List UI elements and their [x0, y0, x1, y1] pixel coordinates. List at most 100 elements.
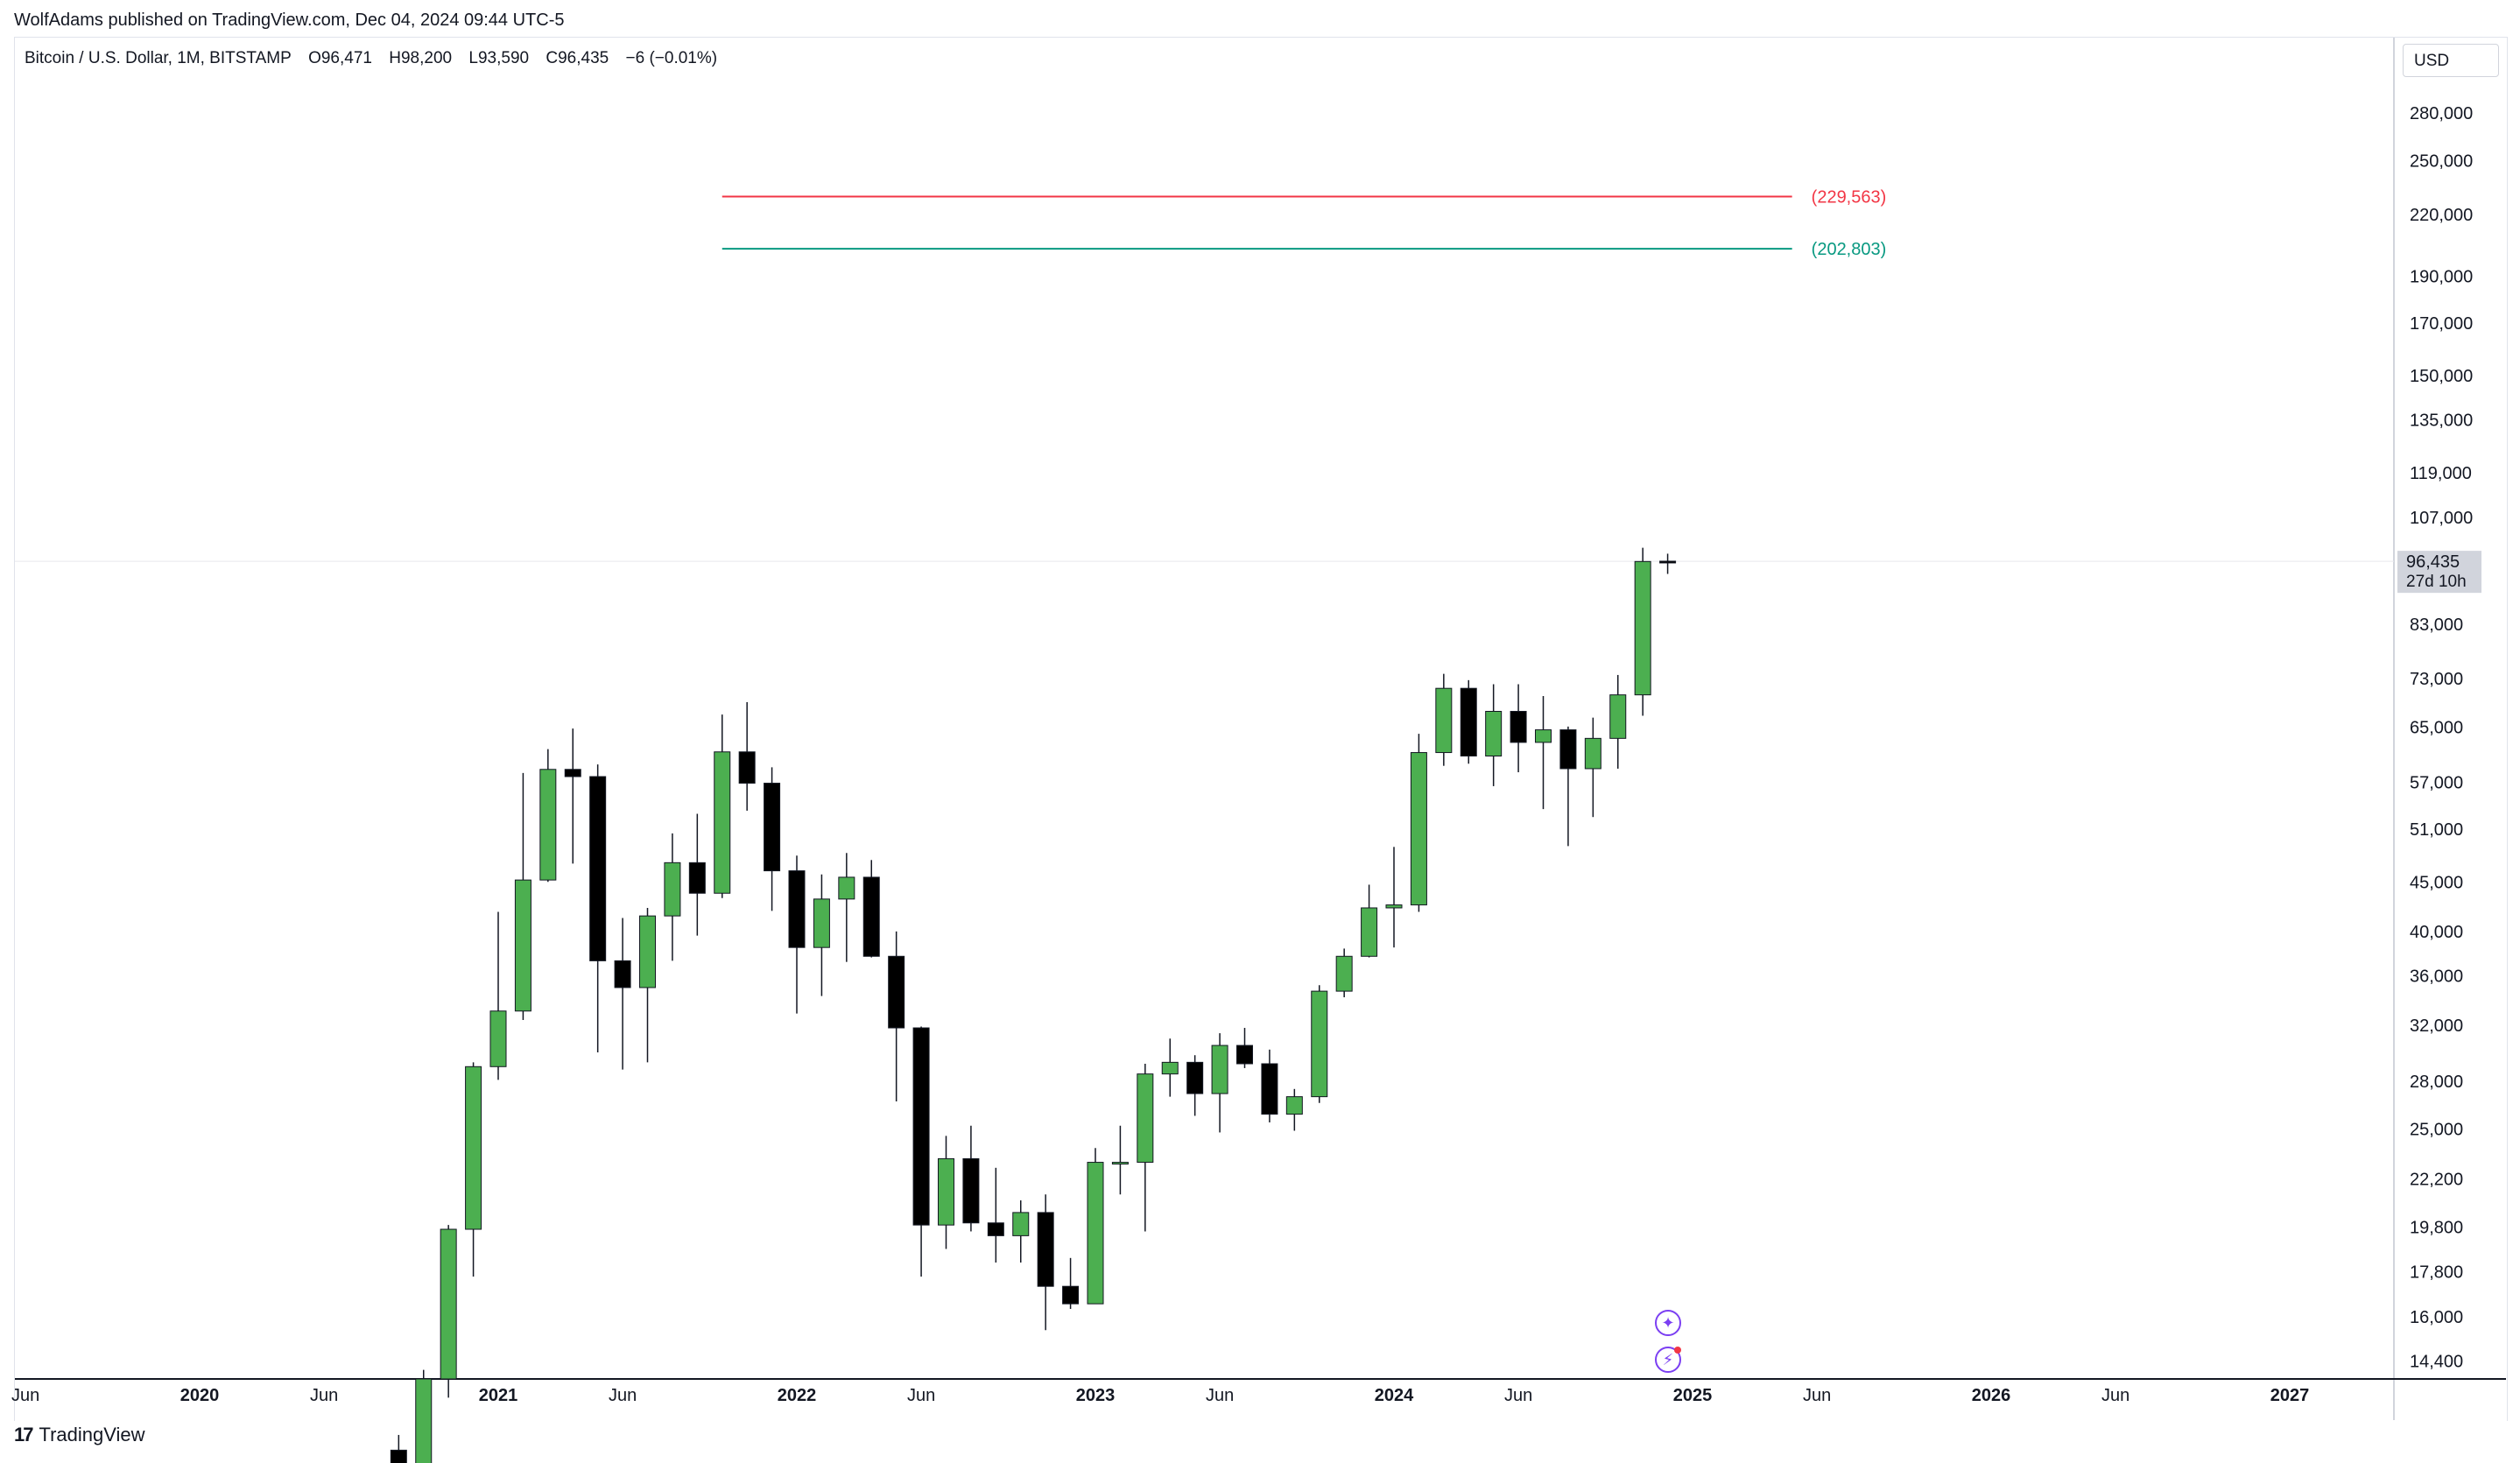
- y-tick-label: 17,800: [2410, 1263, 2463, 1283]
- candle-body[interactable]: [962, 1157, 980, 1224]
- candle-body[interactable]: [514, 879, 531, 1012]
- candle-body[interactable]: [1111, 1162, 1129, 1165]
- publisher-header: WolfAdams published on TradingView.com, …: [14, 11, 565, 30]
- candle-body[interactable]: [1062, 1285, 1080, 1305]
- candle-body[interactable]: [1137, 1073, 1154, 1164]
- candle-body[interactable]: [1559, 729, 1577, 770]
- close-label: C: [546, 49, 559, 67]
- y-tick-label: 250,000: [2410, 152, 2473, 172]
- y-tick-label: 107,000: [2410, 509, 2473, 528]
- symbol-legend: Bitcoin / U.S. Dollar, 1M, BITSTAMP O96,…: [25, 49, 717, 68]
- y-tick-label: 14,400: [2410, 1353, 2463, 1372]
- candle-body[interactable]: [938, 1157, 954, 1226]
- candle-body[interactable]: [1335, 955, 1353, 992]
- open-label: O: [308, 49, 321, 67]
- candle-body[interactable]: [1535, 729, 1552, 743]
- candle-body[interactable]: [1659, 560, 1677, 564]
- candle-body[interactable]: [1385, 904, 1403, 909]
- y-tick-label: 73,000: [2410, 670, 2463, 689]
- chart-pane[interactable]: [14, 37, 2508, 1421]
- candle-body[interactable]: [614, 960, 631, 988]
- x-tick-label: Jun: [2101, 1386, 2129, 1405]
- x-tick-label: 2023: [1076, 1386, 1116, 1405]
- y-tick-label: 135,000: [2410, 411, 2473, 431]
- candle-body[interactable]: [1186, 1061, 1204, 1094]
- y-tick-label: 36,000: [2410, 967, 2463, 986]
- open-value: 96,471: [320, 49, 372, 67]
- candle-body[interactable]: [1285, 1096, 1303, 1115]
- high-value: 98,200: [400, 49, 453, 67]
- candle-body[interactable]: [1584, 737, 1601, 770]
- candle-body[interactable]: [639, 915, 656, 988]
- candle-body[interactable]: [1087, 1162, 1104, 1305]
- candle-body[interactable]: [1361, 907, 1378, 957]
- candle-body[interactable]: [1161, 1061, 1179, 1075]
- last-price-countdown: 27d 10h: [2406, 573, 2467, 591]
- candle-body[interactable]: [888, 955, 905, 1029]
- candle-body[interactable]: [664, 862, 681, 917]
- x-tick-label: 2027: [2270, 1386, 2310, 1405]
- close-value: 96,435: [558, 49, 609, 67]
- candle-body[interactable]: [987, 1222, 1004, 1236]
- candle-body[interactable]: [1634, 560, 1651, 696]
- x-tick-label: 2026: [1972, 1386, 2011, 1405]
- candle-body[interactable]: [415, 1378, 433, 1463]
- y-tick-label: 28,000: [2410, 1073, 2463, 1092]
- candle-body[interactable]: [1261, 1063, 1278, 1115]
- x-tick-label: 2022: [778, 1386, 817, 1405]
- y-tick-label: 150,000: [2410, 367, 2473, 386]
- candle-body[interactable]: [465, 1066, 482, 1230]
- candle-body[interactable]: [1510, 710, 1527, 743]
- y-tick-label: 45,000: [2410, 873, 2463, 892]
- currency-selector[interactable]: USD: [2403, 44, 2499, 77]
- y-tick-label: 57,000: [2410, 774, 2463, 793]
- x-tick-label: 2024: [1375, 1386, 1414, 1405]
- candle-body[interactable]: [838, 876, 855, 900]
- horizontal-level-label: (202,803): [1812, 240, 1887, 259]
- x-tick-label: Jun: [907, 1386, 935, 1405]
- candle-body[interactable]: [1211, 1044, 1228, 1094]
- candle-body[interactable]: [738, 751, 756, 784]
- candle-body[interactable]: [1485, 710, 1503, 756]
- y-tick-label: 190,000: [2410, 267, 2473, 286]
- candle-body[interactable]: [440, 1228, 457, 1380]
- y-tick-label: 119,000: [2410, 464, 2472, 483]
- candle-body[interactable]: [1460, 687, 1477, 756]
- candle-body[interactable]: [1410, 752, 1427, 906]
- symbol-title[interactable]: Bitcoin / U.S. Dollar, 1M, BITSTAMP: [25, 49, 292, 67]
- candle-body[interactable]: [1435, 687, 1453, 754]
- candle-body[interactable]: [1609, 694, 1627, 739]
- tradingview-logo[interactable]: 17 TradingView: [14, 1424, 145, 1446]
- y-tick-label: 83,000: [2410, 615, 2463, 635]
- candle-body[interactable]: [1236, 1044, 1253, 1065]
- x-tick-label: 2025: [1673, 1386, 1713, 1405]
- low-value: 93,590: [477, 49, 530, 67]
- candle-body[interactable]: [862, 876, 880, 957]
- last-price-badge: [2397, 551, 2481, 594]
- candle-body[interactable]: [390, 1449, 407, 1463]
- x-tick-label: 2021: [479, 1386, 518, 1405]
- candle-body[interactable]: [1012, 1212, 1030, 1236]
- lightning-icon[interactable]: ⚡: [1655, 1347, 1681, 1373]
- horizontal-level-label: (229,563): [1812, 188, 1887, 207]
- tradingview-mark-icon: 17: [14, 1424, 34, 1445]
- candle-body[interactable]: [764, 783, 781, 872]
- y-tick-label: 32,000: [2410, 1016, 2463, 1036]
- candle-body[interactable]: [688, 862, 706, 894]
- candle-body[interactable]: [912, 1027, 930, 1226]
- y-tick-label: 170,000: [2410, 314, 2473, 334]
- change-value: −6 (−0.01%): [625, 49, 718, 67]
- candle-body[interactable]: [813, 898, 830, 948]
- sparkle-icon[interactable]: ✦: [1655, 1310, 1681, 1336]
- candle-body[interactable]: [539, 769, 557, 881]
- candle-body[interactable]: [589, 776, 607, 961]
- candle-body[interactable]: [1037, 1212, 1054, 1287]
- x-tick-label: Jun: [1803, 1386, 1831, 1405]
- candle-body[interactable]: [788, 870, 806, 948]
- candle-body[interactable]: [1311, 990, 1328, 1098]
- candle-body[interactable]: [564, 769, 581, 777]
- x-tick-label: Jun: [609, 1386, 637, 1405]
- candle-body[interactable]: [714, 751, 731, 894]
- candle-body[interactable]: [489, 1010, 507, 1067]
